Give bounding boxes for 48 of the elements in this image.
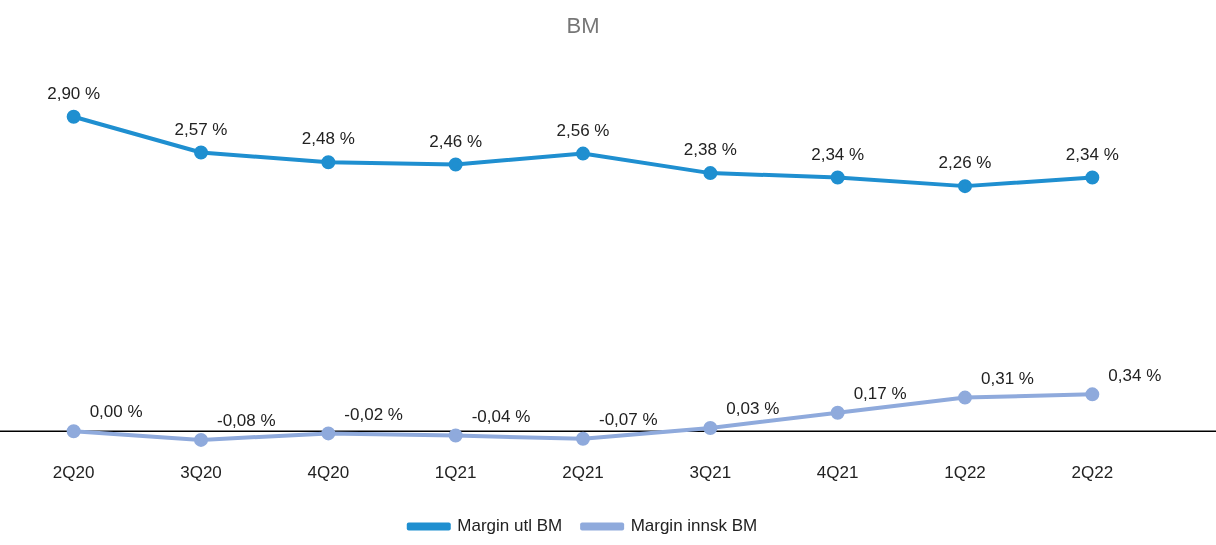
x-tick-label: 2Q21 <box>562 463 604 483</box>
data-label: 0,34 % <box>1108 365 1162 385</box>
point <box>1085 387 1100 402</box>
x-tick-label: 1Q22 <box>944 463 986 483</box>
point <box>576 146 590 161</box>
data-label: -0,04 % <box>471 406 531 426</box>
data-label: 2,90 % <box>47 83 101 103</box>
data-label: 2,46 % <box>429 131 483 151</box>
data-label: 0,31 % <box>981 368 1034 388</box>
point <box>448 157 463 172</box>
point <box>958 390 972 405</box>
x-tick-label: 3Q20 <box>180 463 222 483</box>
legend-label: Margin utl BM <box>457 516 563 536</box>
x-tick-label: 4Q20 <box>307 463 350 483</box>
data-label: 0,00 % <box>89 402 143 422</box>
point <box>830 170 845 185</box>
data-label: -0,07 % <box>599 410 658 430</box>
point <box>958 179 972 194</box>
point <box>576 431 590 446</box>
point <box>66 109 81 124</box>
point <box>703 166 718 181</box>
point <box>703 420 718 435</box>
data-label: 2,26 % <box>938 153 992 173</box>
x-tick-label: 1Q21 <box>434 463 477 483</box>
data-label: 2,48 % <box>301 129 355 149</box>
x-tick-label: 4Q21 <box>816 463 859 483</box>
data-label: 2,56 % <box>556 120 610 140</box>
data-label: 2,57 % <box>174 119 228 139</box>
data-label: 0,17 % <box>853 383 907 403</box>
point <box>1085 170 1100 185</box>
data-label: -0,02 % <box>344 404 403 424</box>
point <box>66 424 81 439</box>
chart-title: BM <box>566 13 600 39</box>
data-label: 2,34 % <box>1065 144 1119 164</box>
point <box>321 426 336 441</box>
data-label: 2,34 % <box>811 144 865 164</box>
point <box>321 155 336 170</box>
x-tick-label: 3Q21 <box>689 463 732 483</box>
x-tick-label: 2Q20 <box>52 463 95 483</box>
data-label: 0,03 % <box>726 399 780 419</box>
legend-label: Margin innsk BM <box>630 516 758 536</box>
point <box>194 432 208 447</box>
x-tick-label: 2Q22 <box>1071 463 1114 483</box>
point <box>194 145 208 160</box>
data-label: -0,08 % <box>217 411 276 431</box>
point <box>448 428 463 443</box>
point <box>830 405 845 420</box>
data-label: 2,38 % <box>683 140 737 160</box>
